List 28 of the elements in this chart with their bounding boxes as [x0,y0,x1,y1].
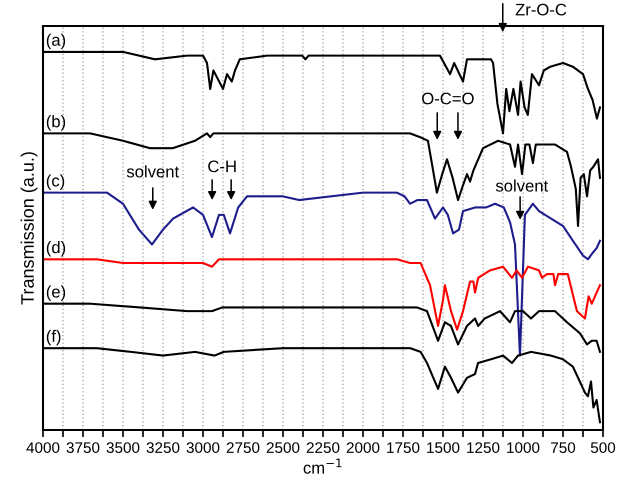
x-tick-label: 1750 [387,442,420,454]
annotation: solvent [496,179,548,192]
x-tick-label: 750 [551,442,576,454]
series-label: (c) [46,174,64,190]
x-tick-label: 3000 [186,442,220,454]
annotation: C-H [208,160,236,172]
series-label: (a) [46,34,66,50]
x-tick-label: 1250 [467,442,500,454]
x-tick-label: 2250 [306,442,340,454]
series-label: (e) [46,285,66,301]
x-tick-label: 2750 [226,442,260,454]
x-tick-label: 1000 [507,442,540,454]
x-tick-label: 3750 [66,442,100,454]
annotation: O-C=O [422,92,474,104]
series-label: (d) [46,240,66,257]
x-tick-label: 2500 [266,442,300,454]
x-tick-label: 2000 [346,442,380,454]
x-tick-label: 1500 [427,442,460,454]
x-tick-label: 500 [590,442,616,454]
x-tick-label: 3250 [146,442,180,454]
series-label: (f) [46,330,60,346]
x-tick-label: 3500 [106,442,140,454]
series-label: (b) [46,115,66,131]
x-tick-label: 4000 [26,442,60,454]
x-axis-title: cm$^{−1}$ [304,458,342,474]
text: Zr-O-C [516,4,566,16]
annotation: solvent [126,165,180,178]
y-axis-title: Transmission (a.u.) [20,152,38,305]
